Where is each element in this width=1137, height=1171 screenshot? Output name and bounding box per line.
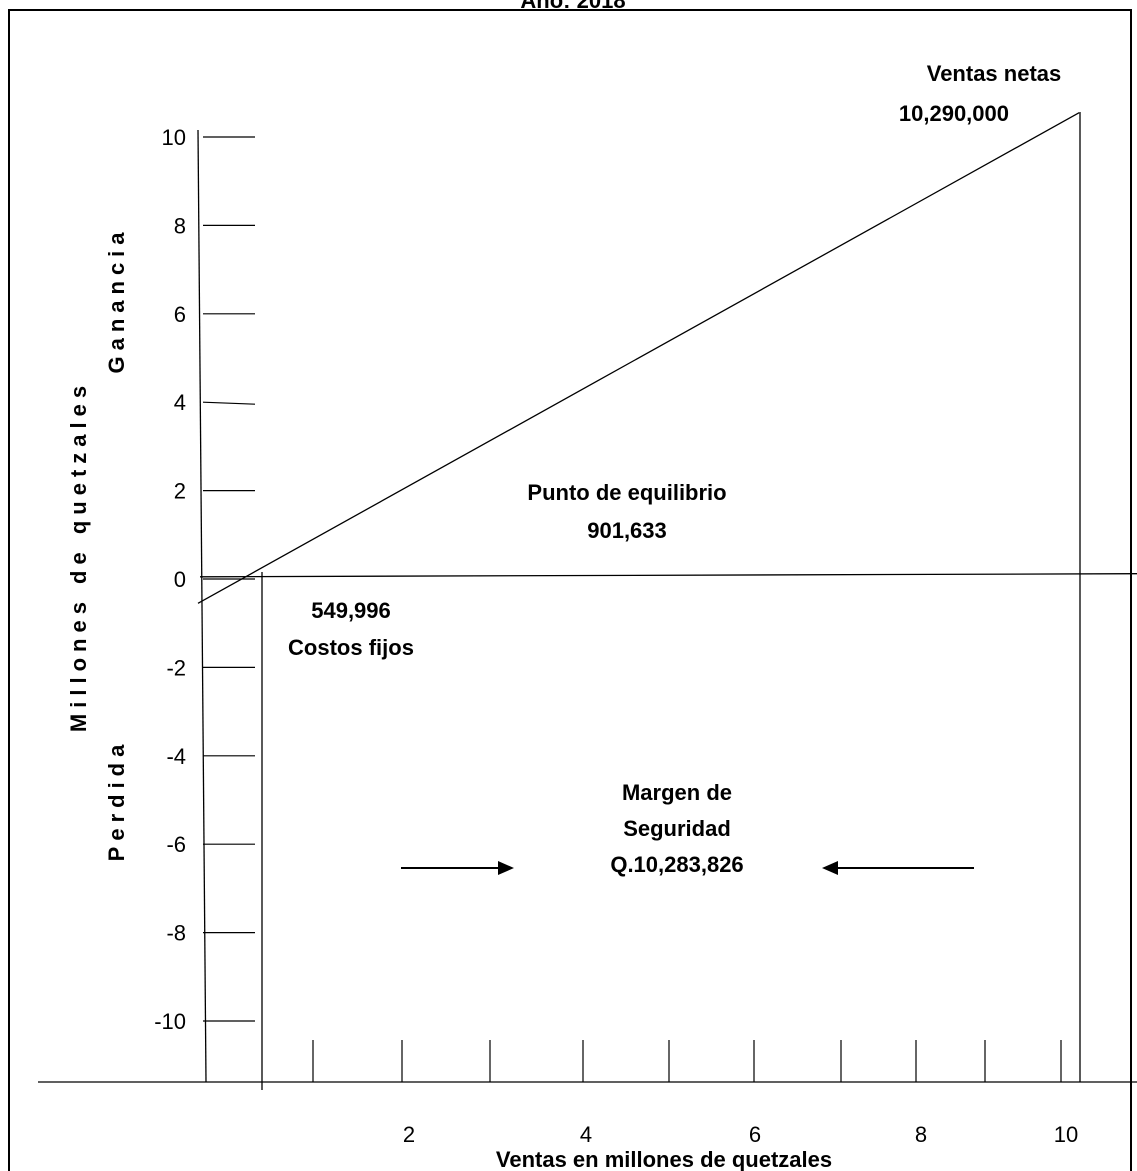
y-axis-line bbox=[197, 129, 207, 1083]
x-tick-label: 8 bbox=[915, 1122, 927, 1147]
y-tick-label: 0 bbox=[174, 567, 186, 592]
y-tick-label: 4 bbox=[174, 390, 186, 415]
y-tick-label: 8 bbox=[174, 213, 186, 238]
ventas-netas-value: 10,290,000 bbox=[899, 101, 1009, 126]
margen-value: Q.10,283,826 bbox=[610, 852, 743, 877]
x-tick-label: 2 bbox=[403, 1122, 415, 1147]
x-tick-label: 6 bbox=[749, 1122, 761, 1147]
y-tick-label: 2 bbox=[174, 479, 186, 504]
y-tick-label: -4 bbox=[166, 744, 186, 769]
y-tick-label: 6 bbox=[174, 302, 186, 327]
y-tick-label: 10 bbox=[162, 125, 186, 150]
margen-arrow-right bbox=[401, 861, 514, 875]
x-axis-label: Ventas en millones de quetzales bbox=[496, 1147, 832, 1171]
x-tick-label: 10 bbox=[1054, 1122, 1078, 1147]
y-tick-label: -2 bbox=[166, 655, 186, 680]
margen-label-line2: Seguridad bbox=[623, 816, 731, 841]
chart-title: Año: 2018 bbox=[520, 0, 625, 13]
y-axis-label: Millones de quetzales bbox=[66, 380, 91, 732]
x-tick-label: 4 bbox=[580, 1122, 592, 1147]
equilibrio-value: 901,633 bbox=[587, 518, 667, 543]
ventas-netas-line bbox=[197, 112, 1080, 604]
y-axis-label-ganancia: Ganancia bbox=[104, 226, 129, 373]
series-layer bbox=[197, 112, 1137, 604]
x-tick-layer: 2 4 6 8 10 bbox=[312, 1040, 1078, 1147]
y-tick-layer: 10 8 6 4 2 0 -2 -4 -6 -8 -10 bbox=[154, 125, 256, 1034]
costos-fijos-label: Costos fijos bbox=[288, 635, 414, 660]
ventas-netas-label: Ventas netas bbox=[927, 61, 1062, 86]
equilibrio-label: Punto de equilibrio bbox=[527, 480, 726, 505]
y-tick-label: -8 bbox=[166, 921, 186, 946]
chart-frame bbox=[8, 9, 1132, 1171]
margen-label-line1: Margen de bbox=[622, 780, 732, 805]
y-tick-mark bbox=[202, 401, 256, 405]
y-tick-label: -10 bbox=[154, 1009, 186, 1034]
costos-fijos-line bbox=[199, 573, 1137, 578]
y-tick-label: -6 bbox=[166, 832, 186, 857]
margen-arrow-left bbox=[822, 861, 974, 875]
costos-fijos-value: 549,996 bbox=[311, 598, 391, 623]
y-axis-label-perdida: Perdida bbox=[104, 739, 129, 862]
